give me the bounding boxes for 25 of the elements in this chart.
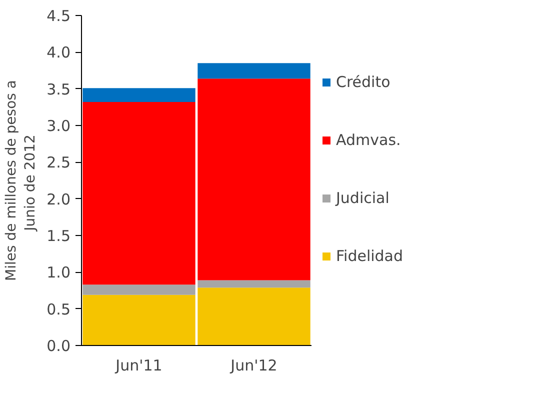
bar — [82, 284, 196, 295]
bar — [198, 280, 310, 288]
y-tick-label: 4.0 — [46, 44, 71, 62]
x-tick-label: Jun'11 — [114, 356, 162, 374]
bar — [82, 102, 196, 285]
legend-label: Fidelidad — [336, 247, 404, 265]
y-tick-label: 1.5 — [46, 227, 71, 245]
legend-label: Judicial — [336, 189, 390, 207]
y-tick-label: 0.5 — [46, 300, 71, 318]
y-tick-label: 3.0 — [46, 117, 71, 135]
y-axis-title: Miles de millones de pesos a Junio de 2012 — [3, 80, 39, 281]
bar — [198, 288, 310, 346]
legend-label: Admvas. — [336, 131, 401, 149]
y-tick-label: 0.0 — [46, 337, 71, 355]
y-tick-label: 3.5 — [46, 80, 71, 98]
bar — [198, 63, 310, 79]
y-tick-label: 4.5 — [46, 7, 71, 25]
bar — [198, 78, 310, 280]
bar — [82, 88, 196, 102]
y-tick-label: 2.0 — [46, 190, 71, 208]
y-tick-label: 1.0 — [46, 264, 71, 282]
y-tick-label: 2.5 — [46, 154, 71, 172]
legend-label: Crédito — [336, 73, 390, 91]
bar — [82, 294, 196, 346]
x-tick-label: Jun'12 — [230, 356, 278, 374]
